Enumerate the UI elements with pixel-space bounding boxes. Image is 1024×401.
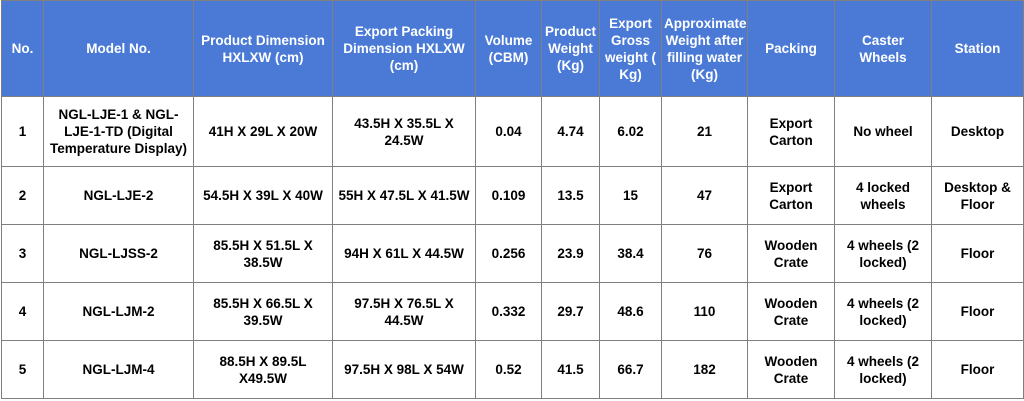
cell-station: Desktop & Floor bbox=[931, 166, 1024, 225]
cell-approximate-weight: 76 bbox=[661, 224, 748, 283]
cell-export-gross-weight: 38.4 bbox=[599, 224, 662, 283]
cell-product-dimension: 85.5H X 66.5L X 39.5W bbox=[193, 282, 333, 341]
cell-export-packing-dimension: 55H X 47.5L X 41.5W bbox=[332, 166, 476, 225]
cell-model-no: NGL-LJM-4 bbox=[43, 340, 194, 399]
table-row: 3 NGL-LJSS-2 85.5H X 51.5L X 38.5W 94H X… bbox=[1, 224, 1024, 283]
cell-station: Floor bbox=[931, 282, 1024, 341]
cell-approximate-weight: 110 bbox=[661, 282, 748, 341]
cell-no: 4 bbox=[1, 282, 44, 341]
header-no: No. bbox=[1, 0, 44, 97]
header-product-dimension: Product Dimension HXLXW (cm) bbox=[193, 0, 333, 97]
table-row: 1 NGL-LJE-1 & NGL-LJE-1-TD (Digital Temp… bbox=[1, 96, 1024, 167]
cell-export-gross-weight: 48.6 bbox=[599, 282, 662, 341]
cell-model-no: NGL-LJSS-2 bbox=[43, 224, 194, 283]
cell-model-no: NGL-LJM-2 bbox=[43, 282, 194, 341]
cell-caster-wheels: 4 wheels (2 locked) bbox=[834, 224, 932, 283]
cell-caster-wheels: 4 wheels (2 locked) bbox=[834, 282, 932, 341]
cell-approximate-weight: 21 bbox=[661, 96, 748, 167]
cell-product-weight: 4.74 bbox=[541, 96, 600, 167]
cell-export-packing-dimension: 94H X 61L X 44.5W bbox=[332, 224, 476, 283]
header-station: Station bbox=[931, 0, 1024, 97]
header-product-weight: Product Weight (Kg) bbox=[541, 0, 600, 97]
cell-volume: 0.109 bbox=[475, 166, 542, 225]
cell-product-dimension: 88.5H X 89.5L X49.5W bbox=[193, 340, 333, 399]
header-export-packing-dimension: Export Packing Dimension HXLXW (cm) bbox=[332, 0, 476, 97]
cell-model-no: NGL-LJE-1 & NGL-LJE-1-TD (Digital Temper… bbox=[43, 96, 194, 167]
header-row: No. Model No. Product Dimension HXLXW (c… bbox=[1, 0, 1024, 97]
cell-no: 2 bbox=[1, 166, 44, 225]
cell-product-dimension: 41H X 29L X 20W bbox=[193, 96, 333, 167]
table-row: 4 NGL-LJM-2 85.5H X 66.5L X 39.5W 97.5H … bbox=[1, 282, 1024, 341]
cell-no: 5 bbox=[1, 340, 44, 399]
cell-export-gross-weight: 15 bbox=[599, 166, 662, 225]
header-model-no: Model No. bbox=[43, 0, 194, 97]
cell-volume: 0.52 bbox=[475, 340, 542, 399]
cell-packing: Export Carton bbox=[747, 166, 835, 225]
table-row: 5 NGL-LJM-4 88.5H X 89.5L X49.5W 97.5H X… bbox=[1, 340, 1024, 399]
cell-model-no: NGL-LJE-2 bbox=[43, 166, 194, 225]
cell-station: Desktop bbox=[931, 96, 1024, 167]
cell-product-weight: 13.5 bbox=[541, 166, 600, 225]
cell-no: 3 bbox=[1, 224, 44, 283]
cell-station: Floor bbox=[931, 340, 1024, 399]
cell-caster-wheels: 4 wheels (2 locked) bbox=[834, 340, 932, 399]
cell-export-packing-dimension: 43.5H X 35.5L X 24.5W bbox=[332, 96, 476, 167]
cell-volume: 0.256 bbox=[475, 224, 542, 283]
header-volume: Volume (CBM) bbox=[475, 0, 542, 97]
cell-export-gross-weight: 66.7 bbox=[599, 340, 662, 399]
cell-approximate-weight: 182 bbox=[661, 340, 748, 399]
header-export-gross-weight: Export Gross weight ( Kg) bbox=[599, 0, 662, 97]
cell-export-packing-dimension: 97.5H X 76.5L X 44.5W bbox=[332, 282, 476, 341]
header-caster-wheels: Caster Wheels bbox=[834, 0, 932, 97]
cell-volume: 0.04 bbox=[475, 96, 542, 167]
cell-product-dimension: 85.5H X 51.5L X 38.5W bbox=[193, 224, 333, 283]
cell-product-weight: 41.5 bbox=[541, 340, 600, 399]
cell-station: Floor bbox=[931, 224, 1024, 283]
cell-packing: Wooden Crate bbox=[747, 340, 835, 399]
cell-export-packing-dimension: 97.5H X 98L X 54W bbox=[332, 340, 476, 399]
cell-product-weight: 23.9 bbox=[541, 224, 600, 283]
cell-caster-wheels: No wheel bbox=[834, 96, 932, 167]
cell-packing: Wooden Crate bbox=[747, 224, 835, 283]
cell-product-dimension: 54.5H X 39L X 40W bbox=[193, 166, 333, 225]
cell-product-weight: 29.7 bbox=[541, 282, 600, 341]
cell-packing: Export Carton bbox=[747, 96, 835, 167]
table-row: 2 NGL-LJE-2 54.5H X 39L X 40W 55H X 47.5… bbox=[1, 166, 1024, 225]
cell-caster-wheels: 4 locked wheels bbox=[834, 166, 932, 225]
cell-approximate-weight: 47 bbox=[661, 166, 748, 225]
header-approximate-weight: Approximate Weight after filling water (… bbox=[661, 0, 748, 97]
cell-volume: 0.332 bbox=[475, 282, 542, 341]
cell-packing: Wooden Crate bbox=[747, 282, 835, 341]
header-packing: Packing bbox=[747, 0, 835, 97]
cell-export-gross-weight: 6.02 bbox=[599, 96, 662, 167]
cell-no: 1 bbox=[1, 96, 44, 167]
